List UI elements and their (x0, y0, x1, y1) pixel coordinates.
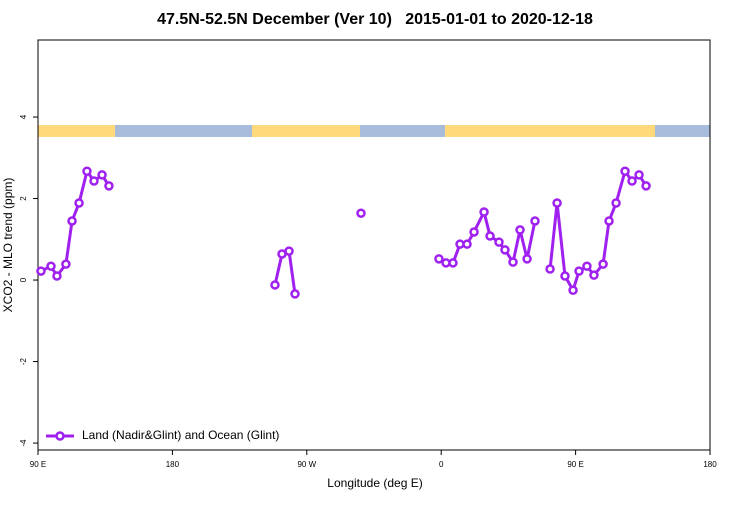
point (560, 271, 570, 281)
x-axis-label: Longitude (deg E) (327, 476, 422, 490)
point (568, 285, 578, 295)
point (479, 207, 489, 217)
point (469, 227, 479, 237)
series-line (40, 167, 648, 295)
point (574, 266, 584, 276)
point (508, 257, 518, 267)
chart-title: 47.5N-52.5N December (Ver 10) 2015-01-01… (157, 11, 593, 28)
y-tick-label: 0 (19, 277, 28, 282)
x-tick-label: 180 (166, 460, 180, 469)
x-tick-label: 90 E (567, 460, 583, 469)
point (97, 170, 107, 180)
point (620, 166, 630, 176)
point (52, 271, 62, 281)
point (89, 176, 99, 186)
point (356, 208, 366, 218)
point (515, 225, 525, 235)
legend-label: Land (Nadir&Glint) and Ocean (Glint) (82, 428, 279, 442)
point (522, 254, 532, 264)
y-tick-label: 2 (19, 196, 28, 201)
point (104, 181, 114, 191)
point (284, 246, 294, 256)
point (82, 166, 92, 176)
y-tick-label: -4 (19, 439, 28, 447)
point (634, 170, 644, 180)
point (598, 259, 608, 269)
point (494, 237, 504, 247)
point (448, 258, 458, 268)
point (67, 216, 77, 226)
point (270, 280, 280, 290)
point (462, 239, 472, 249)
y-axis-label: XCO2 - MLO trend (ppm) (1, 178, 15, 313)
point (582, 261, 592, 271)
point (589, 270, 599, 280)
point (290, 289, 300, 299)
x-tick-label: 0 (439, 460, 444, 469)
x-tick-label: 90 W (297, 460, 316, 469)
point (641, 181, 651, 191)
point (434, 254, 444, 264)
point (530, 216, 540, 226)
legend-marker (55, 431, 65, 441)
point (46, 261, 56, 271)
point (627, 176, 637, 186)
point (545, 264, 555, 274)
y-tick-label: -2 (19, 357, 28, 365)
point (604, 216, 614, 226)
y-tick-label: 4 (19, 114, 28, 119)
point (552, 198, 562, 208)
point (485, 231, 495, 241)
point (500, 245, 510, 255)
point (611, 198, 621, 208)
x-tick-label: 180 (703, 460, 717, 469)
surface-strip (38, 125, 710, 137)
plot-frame (37, 39, 711, 451)
point (61, 259, 71, 269)
point (36, 266, 46, 276)
x-tick-label: 90 E (30, 460, 46, 469)
point (74, 198, 84, 208)
